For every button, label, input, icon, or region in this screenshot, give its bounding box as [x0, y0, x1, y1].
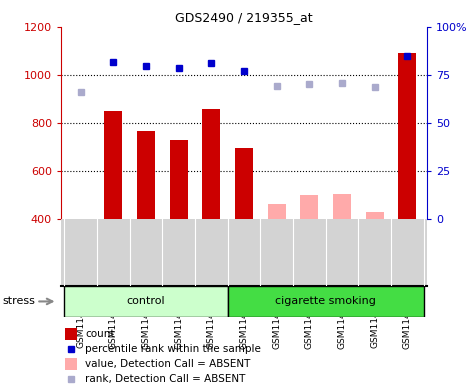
Bar — [235, 148, 253, 219]
Bar — [64, 286, 227, 317]
Bar — [267, 204, 286, 219]
Text: rank, Detection Call = ABSENT: rank, Detection Call = ABSENT — [85, 374, 245, 384]
Bar — [104, 111, 122, 219]
Bar — [65, 328, 77, 340]
Bar — [227, 286, 424, 317]
Text: value, Detection Call = ABSENT: value, Detection Call = ABSENT — [85, 359, 250, 369]
Bar — [227, 286, 424, 317]
Text: control: control — [127, 296, 165, 306]
Text: cigarette smoking: cigarette smoking — [275, 296, 376, 306]
Title: GDS2490 / 219355_at: GDS2490 / 219355_at — [175, 11, 313, 24]
Bar — [64, 286, 227, 317]
Bar — [365, 212, 384, 219]
Text: stress: stress — [2, 296, 35, 306]
Bar — [137, 131, 155, 219]
Text: percentile rank within the sample: percentile rank within the sample — [85, 344, 261, 354]
Bar — [398, 53, 416, 219]
Bar — [202, 109, 220, 219]
Bar — [300, 195, 318, 219]
Text: count: count — [85, 329, 114, 339]
Bar — [170, 140, 188, 219]
Bar — [333, 194, 351, 219]
Bar — [65, 358, 77, 370]
